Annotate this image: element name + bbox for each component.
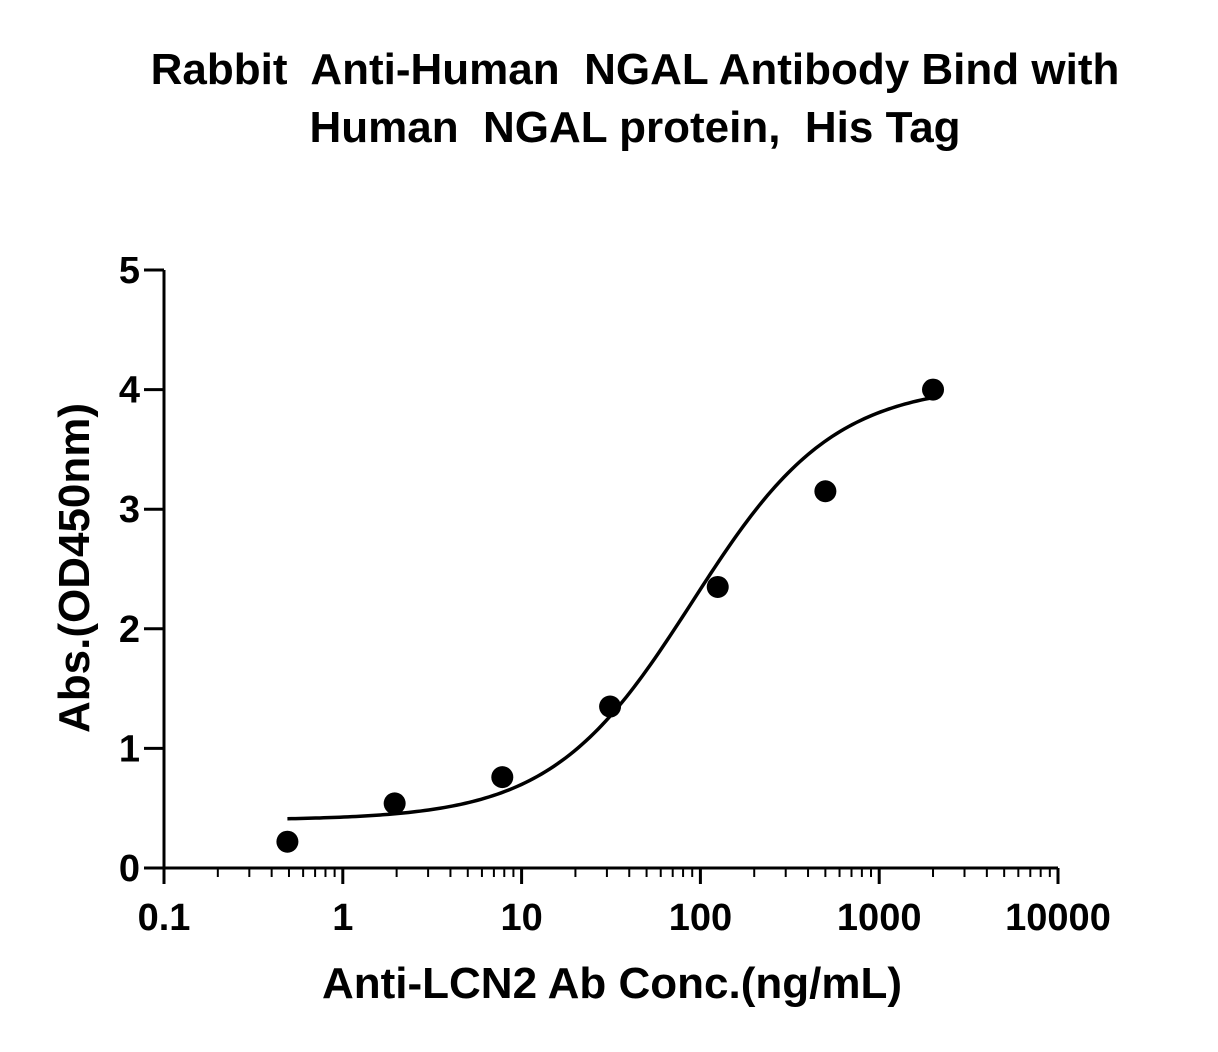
y-tick-label: 1 [119, 728, 140, 770]
x-tick-label: 1000 [837, 897, 922, 939]
chart-title-line-2: Human NGAL protein, His Tag [309, 103, 961, 152]
x-axis-label: Anti-LCN2 Ab Conc.(ng/mL) [322, 959, 902, 1008]
data-points [276, 378, 945, 853]
data-point [814, 480, 837, 503]
y-tick-label: 5 [119, 250, 140, 292]
chart-title-line-1: Rabbit Anti-Human NGAL Antibody Bind wit… [150, 45, 1120, 94]
x-tick-label: 10000 [1005, 897, 1111, 939]
x-tick-label: 0.1 [138, 897, 191, 939]
fit-curve [287, 395, 934, 821]
data-point [276, 830, 299, 853]
axes [162, 270, 1058, 870]
data-point [922, 378, 945, 401]
ticks: 0 1 2 3 4 5 0.1 1 10 100 1000 10000 [119, 250, 1111, 939]
data-point [491, 766, 514, 789]
data-point [383, 792, 406, 815]
x-tick-label: 100 [669, 897, 732, 939]
data-point [599, 695, 622, 718]
x-tick-label: 1 [332, 897, 353, 939]
fit-curve-group [287, 395, 934, 821]
y-tick-label: 2 [119, 609, 140, 651]
y-tick-label: 0 [119, 848, 140, 890]
y-tick-label: 4 [119, 370, 140, 412]
x-tick-label: 10 [500, 897, 542, 939]
y-axis-label: Abs.(OD450nm) [50, 403, 99, 733]
data-point [706, 575, 729, 598]
y-tick-label: 3 [119, 489, 140, 531]
